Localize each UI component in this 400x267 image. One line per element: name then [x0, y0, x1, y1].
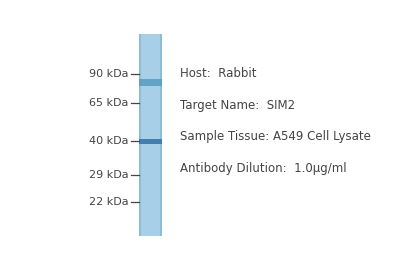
Text: Host:  Rabbit: Host: Rabbit — [180, 67, 257, 80]
Bar — [139, 34, 162, 235]
Text: 90 kDa: 90 kDa — [89, 69, 128, 79]
Text: 29 kDa: 29 kDa — [89, 170, 128, 180]
Text: 65 kDa: 65 kDa — [89, 98, 128, 108]
Text: Sample Tissue: A549 Cell Lysate: Sample Tissue: A549 Cell Lysate — [180, 130, 371, 143]
Text: 22 kDa: 22 kDa — [89, 197, 128, 207]
Bar — [139, 78, 162, 86]
Text: Target Name:  SIM2: Target Name: SIM2 — [180, 99, 295, 112]
Bar — [160, 34, 162, 235]
Text: 40 kDa: 40 kDa — [89, 136, 128, 146]
Text: Antibody Dilution:  1.0µg/ml: Antibody Dilution: 1.0µg/ml — [180, 162, 347, 175]
Bar — [139, 139, 162, 144]
Bar — [139, 34, 141, 235]
